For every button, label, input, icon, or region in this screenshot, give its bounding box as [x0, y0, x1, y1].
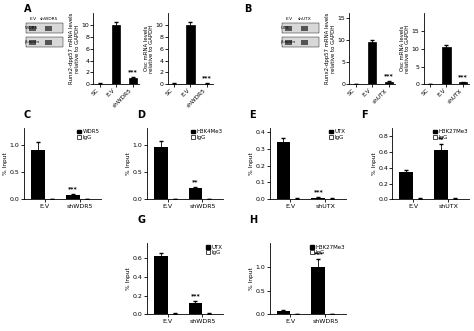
Text: **: **	[192, 179, 199, 184]
Legend: H3K27Me3, IgG: H3K27Me3, IgG	[310, 244, 346, 256]
Bar	[112, 25, 120, 84]
Y-axis label: Runx2-dpp57 mRNA levels
relative to GAPDH: Runx2-dpp57 mRNA levels relative to GAPD…	[69, 13, 80, 84]
Bar	[284, 26, 292, 31]
Bar	[26, 37, 63, 47]
Y-axis label: % Input: % Input	[126, 153, 131, 175]
Bar	[282, 23, 319, 33]
Text: ***: ***	[313, 251, 323, 256]
Bar	[154, 256, 168, 314]
Text: β-actin: β-actin	[281, 40, 296, 44]
Legend: H3K27Me3, IgG: H3K27Me3, IgG	[433, 129, 469, 141]
Bar	[301, 40, 309, 45]
Text: ***: ***	[191, 293, 201, 298]
Bar	[284, 40, 292, 45]
Bar	[26, 23, 63, 33]
Bar	[368, 42, 376, 84]
Bar	[128, 78, 137, 84]
Bar	[434, 150, 448, 199]
Bar	[202, 313, 217, 314]
Bar	[45, 40, 53, 45]
Text: β-actin: β-actin	[25, 40, 40, 44]
Y-axis label: % Input: % Input	[249, 153, 254, 175]
Bar	[28, 26, 36, 31]
Bar	[154, 147, 168, 199]
Text: A: A	[24, 4, 31, 14]
Text: E: E	[249, 110, 255, 119]
Legend: WDR5, IgG: WDR5, IgG	[77, 129, 100, 141]
Text: ***: ***	[384, 73, 393, 78]
Text: D: D	[137, 110, 146, 119]
Bar	[459, 82, 467, 84]
Bar	[65, 195, 80, 199]
Bar	[186, 25, 195, 84]
Legend: H3K4Me3, IgG: H3K4Me3, IgG	[191, 129, 223, 141]
Bar	[301, 26, 309, 31]
Text: ***: ***	[313, 189, 323, 195]
Bar	[203, 83, 211, 84]
Y-axis label: Osc mRNA levels
relative to GAPDH: Osc mRNA levels relative to GAPDH	[144, 24, 155, 73]
Text: H: H	[249, 215, 257, 225]
Bar	[384, 82, 393, 84]
Text: **: **	[438, 136, 445, 141]
Legend: UTX, IgG: UTX, IgG	[206, 244, 223, 256]
Bar	[189, 188, 202, 199]
Bar	[311, 267, 325, 314]
Text: B: B	[244, 4, 252, 14]
Bar	[168, 313, 182, 314]
Bar	[95, 83, 104, 84]
Y-axis label: Osc mRNA levels
relative to GAPDH: Osc mRNA levels relative to GAPDH	[400, 24, 410, 73]
Legend: UTX, IgG: UTX, IgG	[328, 129, 346, 141]
Bar	[282, 37, 319, 47]
Bar	[276, 142, 291, 199]
Bar	[442, 47, 451, 84]
Bar	[170, 83, 178, 84]
Bar	[189, 303, 202, 314]
Bar	[45, 26, 53, 31]
Text: ***: ***	[458, 74, 468, 79]
Y-axis label: % Input: % Input	[372, 153, 377, 175]
Text: ***: ***	[128, 70, 137, 74]
Bar	[311, 198, 325, 199]
Bar	[28, 40, 36, 45]
Text: shWDR5: shWDR5	[40, 17, 58, 21]
Text: G: G	[137, 215, 146, 225]
Text: C: C	[24, 110, 31, 119]
Y-axis label: % Input: % Input	[249, 267, 254, 290]
Y-axis label: % Input: % Input	[3, 153, 9, 175]
Bar	[400, 172, 413, 199]
Text: UTX: UTX	[281, 26, 290, 30]
Bar	[276, 311, 291, 314]
Bar	[31, 150, 45, 199]
Text: ***: ***	[202, 75, 212, 80]
Text: E.V: E.V	[285, 17, 292, 21]
Y-axis label: % Input: % Input	[126, 267, 131, 290]
Text: E.V: E.V	[29, 17, 36, 21]
Y-axis label: Runx2-dpp57 mRNA levels
relative to GAPDH: Runx2-dpp57 mRNA levels relative to GAPD…	[325, 13, 336, 84]
Text: WDR5: WDR5	[25, 26, 38, 30]
Text: shUTX: shUTX	[298, 17, 312, 21]
Text: ***: ***	[68, 186, 77, 191]
Text: F: F	[361, 110, 368, 119]
